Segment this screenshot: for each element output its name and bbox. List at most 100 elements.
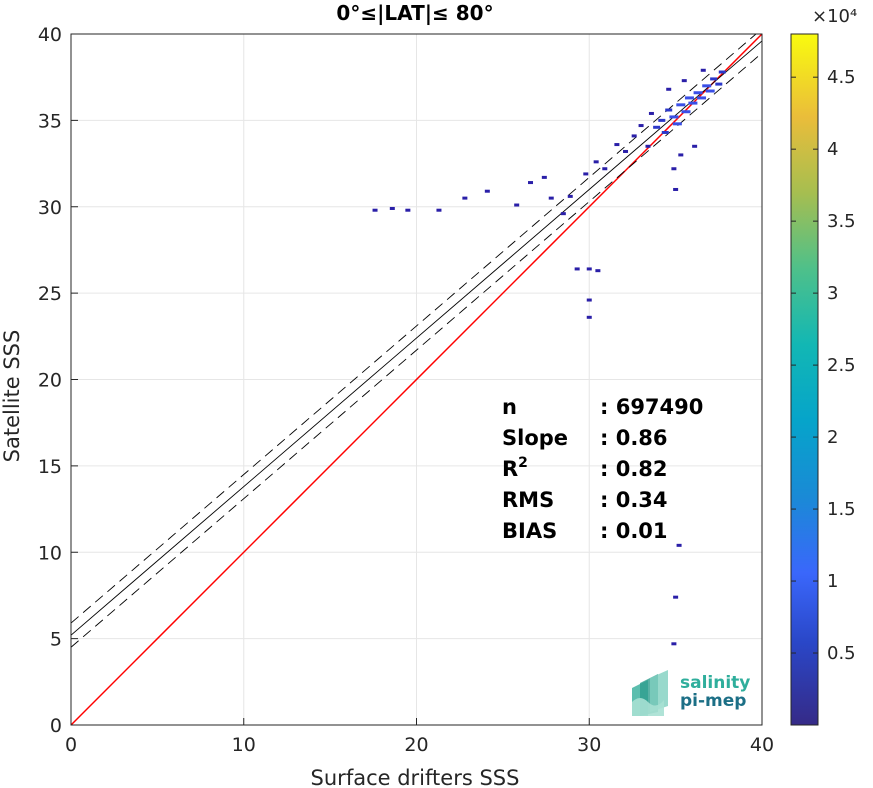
y-tick-label: 40 <box>38 24 62 46</box>
density-cell <box>666 87 672 91</box>
density-cell <box>710 77 718 81</box>
density-cell <box>715 82 723 86</box>
x-tick-label: 10 <box>232 734 256 756</box>
density-cell <box>595 269 601 273</box>
y-tick-label: 15 <box>38 456 62 478</box>
y-tick-label: 25 <box>38 283 62 305</box>
density-cell <box>593 160 599 164</box>
density-cell <box>462 196 468 200</box>
density-cell <box>673 187 679 191</box>
density-cell <box>697 96 707 100</box>
density-cell <box>586 298 592 302</box>
logo-salinity: salinity <box>680 673 750 693</box>
density-cell <box>669 115 679 119</box>
x-axis-ticks: 0 10 20 30 40 <box>65 718 774 756</box>
y-tick-label: 5 <box>50 629 62 651</box>
stat-label-n: n <box>502 395 517 419</box>
density-cell <box>583 172 589 176</box>
density-cell <box>648 111 654 115</box>
colorbar-tick-label: 3.5 <box>827 211 856 232</box>
density-cell <box>586 315 592 319</box>
reference-lines <box>71 34 762 725</box>
colorbar-tick-label: 2.5 <box>827 355 856 376</box>
density-cell <box>645 144 651 148</box>
density-cell <box>436 208 442 212</box>
density-cell <box>574 267 580 271</box>
density-cell <box>672 122 682 126</box>
density-cell <box>389 206 395 210</box>
density-cell <box>623 149 629 153</box>
density-cell <box>602 167 608 171</box>
stat-label-rms: RMS <box>502 488 554 512</box>
stat-label-slope: Slope <box>502 426 568 450</box>
density-cell <box>484 189 490 193</box>
density-cell <box>560 212 566 216</box>
density-cell <box>678 153 684 157</box>
y-tick-label: 10 <box>38 542 62 564</box>
density-cell <box>671 167 677 171</box>
colorbar-gradient <box>790 33 819 726</box>
line-regression-lower <box>71 52 762 648</box>
stats-box: n : 697490 Slope : 0.86 R2 : 0.82 RMS : 0.34 BIA… <box>502 395 703 543</box>
x-tick-label: 0 <box>65 734 77 756</box>
colorbar-tick-label: 4 <box>827 139 838 160</box>
density-cell <box>702 84 712 88</box>
stat-value-rms: : 0.34 <box>600 488 668 512</box>
colorbar-tick-label: 1.5 <box>827 499 856 520</box>
x-tick-label: 20 <box>404 734 428 756</box>
density-cell <box>631 134 637 138</box>
stat-superscript: 2 <box>518 455 528 471</box>
density-cell <box>638 124 644 128</box>
density-cell <box>688 101 698 105</box>
density-cell <box>692 144 698 148</box>
density-cell <box>684 96 694 100</box>
colorbar-exponent: ×10⁴ <box>812 6 857 27</box>
y-tick-label: 30 <box>38 197 62 219</box>
density-cell <box>586 267 592 271</box>
logo-pimep: pi-mep <box>680 691 746 711</box>
y-axis-ticks: 0 5 10 15 20 25 30 35 40 <box>38 24 78 737</box>
density-cell <box>705 89 715 93</box>
chart-title: 0°≤|LAT|≤ 80° <box>336 1 493 25</box>
density-cells <box>372 68 726 646</box>
stat-label-r2: R2 <box>502 455 528 481</box>
density-cell <box>681 110 691 114</box>
x-tick-label: 30 <box>577 734 601 756</box>
x-axis-label: Surface drifters SSS <box>311 766 520 788</box>
x-tick-label: 40 <box>750 734 774 756</box>
stat-value-r2: : 0.82 <box>600 457 668 481</box>
density-cell <box>693 91 703 95</box>
y-tick-label: 35 <box>38 110 62 132</box>
y-tick-label: 0 <box>50 715 62 737</box>
stat-value-n: : 697490 <box>600 395 703 419</box>
density-cell <box>548 196 554 200</box>
density-cell <box>661 130 669 134</box>
density-cell <box>681 79 687 83</box>
density-cell <box>673 595 679 599</box>
density-cell <box>372 208 378 212</box>
colorbar: ×10⁴ 0.5 1 1.5 2 2.5 3 3.5 4 4.5 <box>790 6 857 726</box>
density-cell <box>676 103 686 107</box>
logo: salinity pi-mep <box>632 670 750 716</box>
line-identity <box>71 34 762 725</box>
density-cell <box>541 175 547 179</box>
colorbar-tick-label: 4.5 <box>827 67 856 88</box>
density-cell <box>676 543 682 547</box>
density-cell <box>718 70 726 74</box>
colorbar-tick-label: 1 <box>827 571 838 592</box>
density-cell <box>653 125 661 129</box>
density-cell <box>405 208 411 212</box>
density-cell <box>614 143 620 147</box>
density-cell <box>671 642 677 646</box>
colorbar-ticks: 0.5 1 1.5 2 2.5 3 3.5 4 4.5 <box>791 67 856 664</box>
density-cell <box>514 203 520 207</box>
stat-label-bias: BIAS <box>502 519 557 543</box>
y-tick-label: 20 <box>38 370 62 392</box>
density-cell <box>567 194 573 198</box>
density-cell <box>700 68 706 72</box>
density-cell <box>658 118 666 122</box>
line-regression <box>71 40 762 636</box>
stat-value-bias: : 0.01 <box>600 519 668 543</box>
stat-value-slope: : 0.86 <box>600 426 668 450</box>
